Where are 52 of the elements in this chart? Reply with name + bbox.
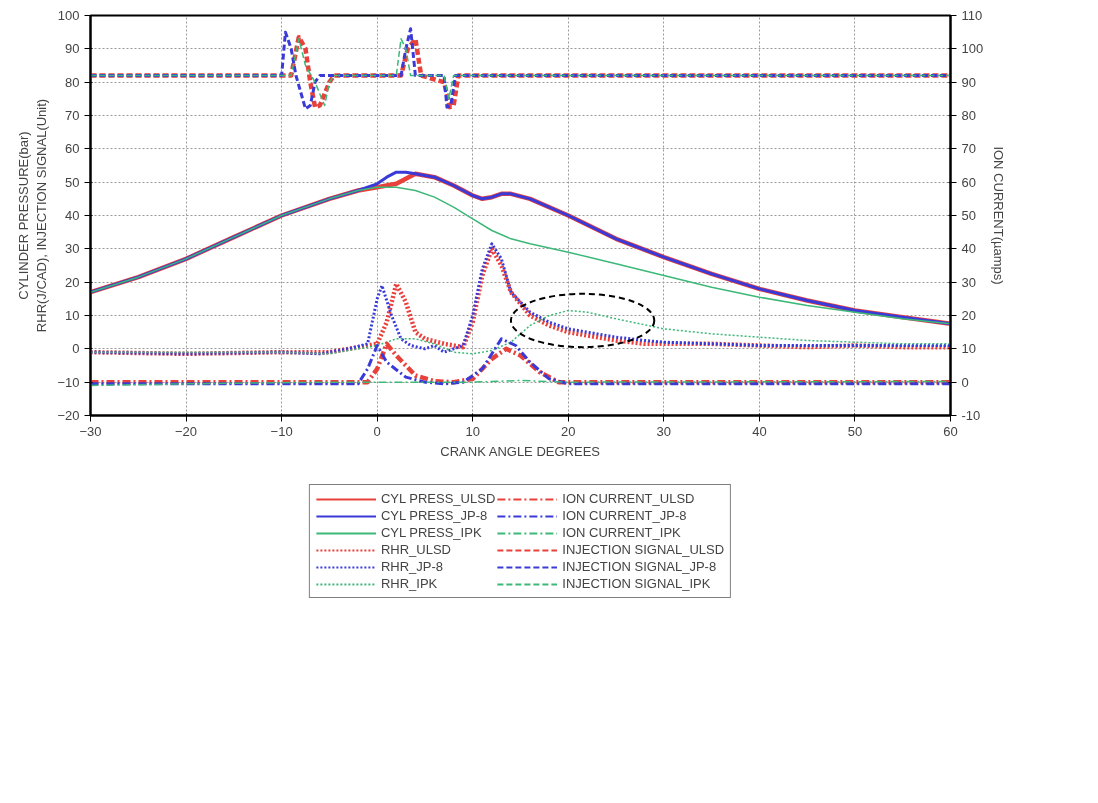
x-tick-label: −30: [79, 423, 102, 439]
y-tick-label: −20: [57, 408, 80, 423]
y2-tick-label: 20: [961, 308, 976, 323]
y2-tick-label: 90: [961, 74, 976, 90]
x-tick-label: 50: [847, 423, 863, 439]
y2-tick-label: 70: [961, 141, 976, 157]
y-tick-label: 0: [72, 341, 80, 357]
x-tick-label: 60: [943, 423, 958, 439]
legend-label: ION CURRENT_JP-8: [562, 508, 687, 523]
legend-label: INJECTION SIGNAL_JP-8: [562, 559, 717, 574]
x-tick-label: 40: [752, 423, 767, 439]
line-series: [90, 309, 951, 355]
y2-tick-label: 80: [961, 108, 976, 123]
legend-label: ION CURRENT_ULSD: [562, 491, 695, 506]
legend-label: RHR_ULSD: [380, 542, 451, 557]
legend-label: INJECTION SIGNAL_IPK: [562, 576, 711, 591]
y-tick-label: 100: [57, 8, 80, 23]
y-tick-label: 10: [65, 308, 80, 323]
y-tick-label: 80: [65, 74, 80, 90]
y2-tick-label: 100: [961, 41, 984, 57]
y-tick-label: 60: [65, 141, 80, 157]
legend-label: CYL PRESS_ULSD: [380, 491, 496, 506]
y2-tick-label: 50: [961, 208, 976, 223]
y2-tick-label: 10: [961, 341, 976, 357]
x-tick-label: −20: [175, 423, 198, 439]
y-tick-label: 40: [65, 208, 80, 223]
y2-axis-title: ION CURRENT(µamps): [991, 146, 1007, 285]
y2-tick-label: 30: [961, 274, 976, 290]
legend-label: ION CURRENT_IPK: [562, 525, 681, 540]
y-tick-label: −10: [57, 374, 80, 390]
x-axis-title: CRANK ANGLE DEGREES: [440, 443, 601, 459]
legend-label: RHR_JP-8: [380, 559, 444, 574]
y2-tick-label: -10: [961, 408, 981, 423]
legend-label: INJECTION SIGNAL_ULSD: [562, 542, 725, 557]
y-tick-label: 70: [65, 108, 80, 123]
x-tick-label: 20: [561, 423, 576, 439]
y-tick-label: 30: [65, 241, 80, 257]
legend-label: CYL PRESS_IPK: [380, 525, 482, 540]
legend-label: RHR_IPK: [380, 576, 438, 591]
y2-tick-label: 0: [961, 374, 969, 390]
y2-tick-label: 40: [961, 241, 976, 257]
y2-tick-label: 110: [961, 8, 983, 23]
x-tick-label: 0: [373, 423, 381, 439]
y-tick-label: 50: [65, 174, 80, 190]
x-tick-label: 30: [656, 423, 672, 439]
y-tick-label: 90: [65, 41, 80, 57]
x-tick-label: −10: [270, 423, 293, 439]
y2-tick-label: 60: [961, 174, 976, 190]
legend-label: CYL PRESS_JP-8: [380, 508, 488, 523]
y-tick-label: 20: [65, 274, 80, 290]
y-axis-title: CYLINDER PRESSURE(bar) RHR(J/CAD), INJECTION SIGNAL(Unit): [16, 98, 50, 333]
x-tick-label: 10: [465, 423, 480, 439]
